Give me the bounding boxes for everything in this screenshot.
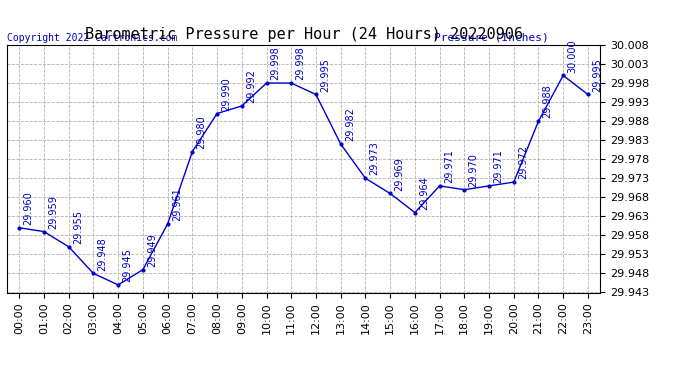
Text: Copyright 2022 Cartronics.com: Copyright 2022 Cartronics.com: [7, 33, 177, 42]
Text: 29.948: 29.948: [97, 237, 108, 271]
Title: Barometric Pressure per Hour (24 Hours) 20220906: Barometric Pressure per Hour (24 Hours) …: [85, 27, 522, 42]
Text: 29.971: 29.971: [493, 149, 503, 183]
Text: 29.988: 29.988: [542, 85, 553, 118]
Text: 29.995: 29.995: [592, 58, 602, 92]
Text: Pressure (Inches): Pressure (Inches): [434, 33, 549, 42]
Text: 29.969: 29.969: [394, 157, 404, 191]
Text: 29.992: 29.992: [246, 69, 256, 103]
Text: 29.998: 29.998: [295, 46, 306, 80]
Text: 29.959: 29.959: [48, 195, 58, 229]
Text: 29.972: 29.972: [518, 145, 528, 179]
Text: 29.945: 29.945: [122, 248, 132, 282]
Text: 29.973: 29.973: [370, 142, 380, 176]
Text: 29.961: 29.961: [172, 188, 181, 221]
Text: 30.000: 30.000: [567, 39, 578, 73]
Text: 29.970: 29.970: [469, 153, 478, 187]
Text: 29.982: 29.982: [345, 107, 355, 141]
Text: 29.949: 29.949: [147, 233, 157, 267]
Text: 29.995: 29.995: [320, 58, 330, 92]
Text: 29.971: 29.971: [444, 149, 454, 183]
Text: 29.990: 29.990: [221, 77, 231, 111]
Text: 29.980: 29.980: [197, 115, 206, 149]
Text: 29.998: 29.998: [270, 46, 281, 80]
Text: 29.955: 29.955: [73, 210, 83, 244]
Text: 29.964: 29.964: [419, 176, 429, 210]
Text: 29.960: 29.960: [23, 191, 33, 225]
